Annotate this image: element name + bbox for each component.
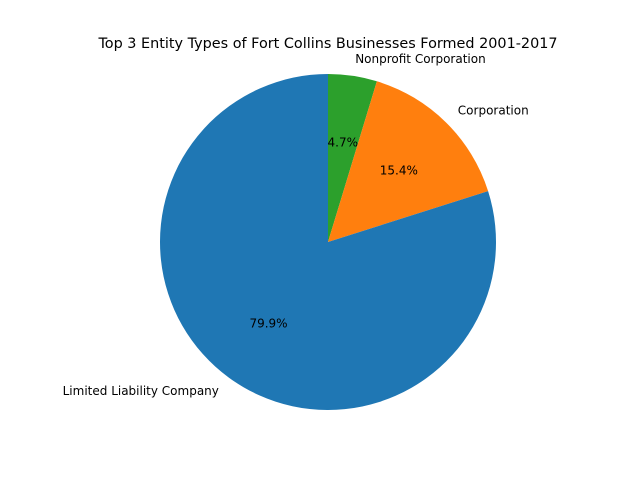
- pie-category-label-2: Limited Liability Company: [63, 384, 219, 398]
- pie-percent-label-2: 79.9%: [249, 316, 287, 330]
- pie-slice-0: [328, 74, 377, 242]
- pie-percent-label-0: 4.7%: [328, 135, 359, 149]
- pie-slice-1: [328, 81, 489, 243]
- pie-slices: [159, 74, 496, 410]
- pie-slice-2: [159, 74, 496, 410]
- pie-labels: 4.7% Nonprofit Corporation 15.4% Corporatio…: [63, 52, 529, 398]
- pie-category-label-0: Nonprofit Corporation: [355, 52, 486, 66]
- chart-title: Top 3 Entity Types of Fort Collins Busin…: [97, 36, 557, 52]
- pie-percent-label-1: 15.4%: [380, 163, 418, 177]
- pie-category-label-1: Corporation: [458, 104, 529, 118]
